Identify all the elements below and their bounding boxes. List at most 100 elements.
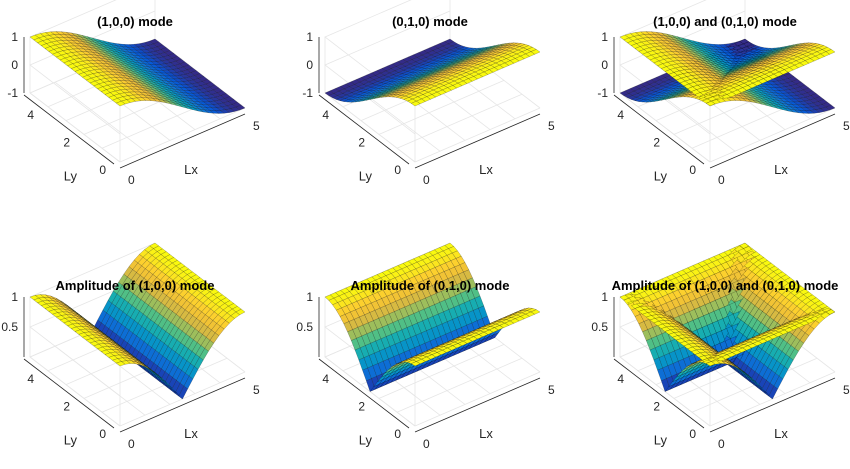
y-tick-label: 4	[322, 108, 329, 122]
z-tick-label: 0.5	[1, 320, 18, 334]
z-tick-label: 0	[601, 58, 608, 72]
axes	[23, 37, 246, 169]
grid-line	[29, 92, 121, 163]
surface-facet	[825, 104, 836, 111]
y-axis-label: Ly	[654, 168, 668, 183]
y-tick-label: 0	[99, 163, 106, 177]
x-axis-label: Lx	[184, 162, 198, 177]
surface	[619, 31, 836, 114]
x-tick-label: 5	[253, 119, 260, 133]
x-axis-line	[414, 377, 541, 433]
y-tick-label: 4	[27, 372, 34, 386]
x-axis-label: Lx	[479, 426, 493, 441]
y-tick-label: 0	[394, 163, 401, 177]
y-tick-label: 2	[653, 399, 660, 413]
y-tick-label: 4	[27, 108, 34, 122]
x-axis-line	[119, 377, 246, 433]
x-axis-label: Lx	[774, 426, 788, 441]
subplot-5: Amplitude of (0,1,0) mode 0.5 1 0 2 4 0 5 Lx Ly	[296, 242, 555, 451]
z-tick-label: 1	[306, 30, 313, 44]
axes	[613, 37, 836, 169]
y-axis-label: Ly	[64, 168, 78, 183]
y-tick-label: 4	[617, 108, 624, 122]
z-tick-label: 0.5	[591, 320, 608, 334]
subplot-title: Amplitude of (1,0,0) and (0,1,0) mode	[612, 278, 839, 293]
grid-line	[324, 92, 416, 163]
y-tick-label: 0	[689, 427, 696, 441]
grid-line	[54, 345, 146, 416]
y-tick-label: 2	[358, 399, 365, 413]
y-axis-line	[318, 358, 410, 429]
grid-lines	[324, 0, 541, 163]
y-axis-line	[23, 358, 115, 429]
x-axis-line	[119, 113, 246, 169]
x-tick-label: 5	[253, 383, 260, 397]
surface	[29, 31, 246, 114]
grid-line	[29, 356, 121, 427]
z-tick-label: 1	[11, 290, 18, 304]
y-axis-label: Ly	[654, 432, 668, 447]
axes	[318, 297, 541, 433]
y-axis-label: Ly	[359, 168, 373, 183]
subplot-2: (0,1,0) mode -1 0 1 0 2 4 0 5 Lx Ly	[302, 0, 555, 187]
x-axis-line	[414, 113, 541, 169]
subplot-title: (1,0,0) and (0,1,0) mode	[653, 14, 797, 29]
x-axis-label: Lx	[479, 162, 493, 177]
y-tick-label: 0	[394, 427, 401, 441]
y-tick-label: 2	[653, 135, 660, 149]
y-tick-label: 2	[63, 135, 70, 149]
y-axis-label: Ly	[359, 432, 373, 447]
x-tick-label: 0	[423, 173, 430, 187]
y-axis-line	[23, 94, 115, 165]
grid-line	[414, 107, 541, 163]
surface	[324, 242, 541, 392]
y-axis-label: Ly	[64, 432, 78, 447]
y-axis-line	[613, 94, 705, 165]
surface	[29, 242, 246, 400]
surface	[619, 242, 836, 400]
z-tick-label: 1	[11, 30, 18, 44]
x-tick-label: 0	[128, 437, 135, 451]
surface-facet	[530, 49, 541, 55]
z-tick-label: 0.5	[296, 320, 313, 334]
y-tick-label: 0	[99, 427, 106, 441]
subplot-title: (1,0,0) mode	[97, 14, 173, 29]
y-tick-label: 2	[63, 399, 70, 413]
z-tick-label: -1	[597, 86, 608, 100]
y-tick-label: 4	[617, 372, 624, 386]
z-tick-label: 1	[306, 290, 313, 304]
y-tick-label: 2	[358, 135, 365, 149]
surface-facet	[235, 104, 246, 111]
grid-line	[396, 93, 523, 149]
subplot-title: (0,1,0) mode	[392, 14, 468, 29]
grid-line	[709, 107, 836, 163]
z-tick-label: 1	[601, 30, 608, 44]
grid-line	[396, 357, 523, 413]
y-tick-label: 4	[322, 372, 329, 386]
grid-line	[619, 92, 711, 163]
axes	[23, 297, 246, 433]
z-tick-label: 1	[601, 290, 608, 304]
surface-facet	[530, 309, 541, 315]
subplot-title: Amplitude of (1,0,0) mode	[56, 278, 215, 293]
x-tick-label: 5	[843, 383, 850, 397]
grid-line	[54, 81, 146, 152]
x-axis-line	[709, 113, 836, 169]
x-tick-label: 5	[548, 383, 555, 397]
x-tick-label: 0	[718, 173, 725, 187]
surface-facet	[235, 308, 246, 315]
x-tick-label: 0	[423, 437, 430, 451]
subplot-title: Amplitude of (0,1,0) mode	[351, 278, 510, 293]
x-tick-label: 5	[843, 119, 850, 133]
z-tick-label: 0	[11, 58, 18, 72]
x-tick-label: 0	[718, 437, 725, 451]
grid-line	[378, 80, 505, 135]
x-tick-label: 5	[548, 119, 555, 133]
z-tick-label: -1	[7, 86, 18, 100]
z-tick-label: 0	[306, 58, 313, 72]
z-tick-label: -1	[302, 86, 313, 100]
